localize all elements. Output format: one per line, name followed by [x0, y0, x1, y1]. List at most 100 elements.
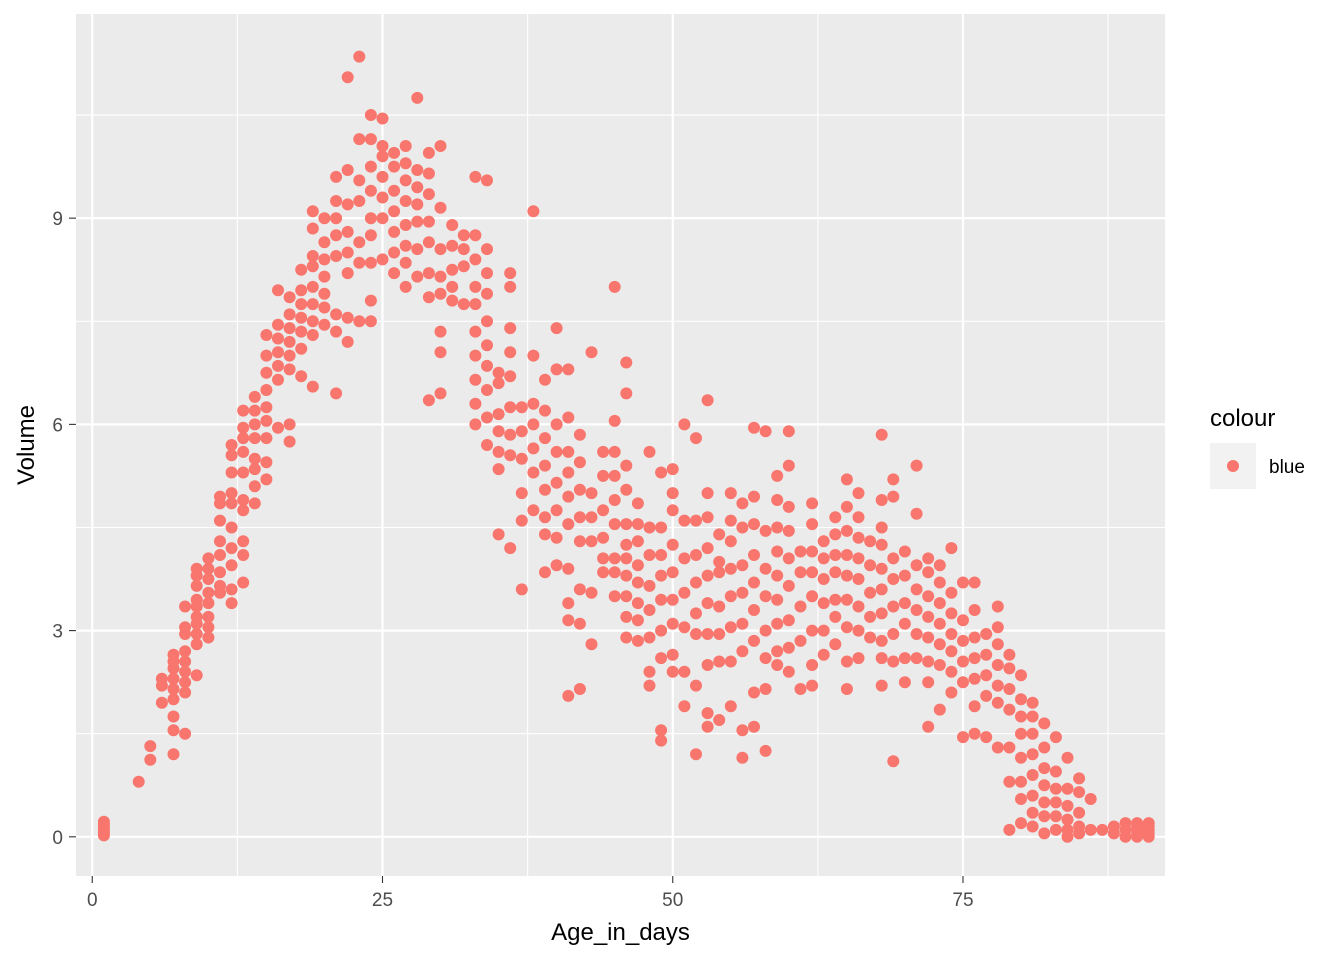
data-point: [411, 215, 424, 228]
data-point: [562, 445, 575, 458]
data-point: [573, 583, 586, 596]
data-point: [620, 552, 633, 565]
data-point: [562, 614, 575, 627]
data-point: [504, 267, 517, 280]
data-point: [806, 624, 819, 637]
data-point: [1073, 786, 1086, 799]
x-tick-label: 75: [952, 890, 973, 911]
data-point: [631, 535, 644, 548]
data-point: [248, 480, 261, 493]
data-point: [527, 397, 540, 410]
data-point: [631, 576, 644, 589]
data-point: [179, 600, 192, 613]
data-point: [190, 562, 203, 575]
data-point: [446, 280, 459, 293]
data-point: [782, 665, 795, 678]
data-point: [202, 586, 215, 599]
data-point: [481, 243, 493, 256]
data-point: [806, 679, 819, 692]
data-point: [225, 583, 238, 596]
data-point: [411, 243, 424, 256]
data-point: [237, 432, 250, 445]
data-point: [481, 315, 493, 328]
data-point: [713, 655, 726, 668]
data-point: [643, 549, 656, 561]
data-point: [353, 236, 366, 249]
data-point: [957, 634, 969, 647]
data-point: [782, 459, 795, 472]
data-point: [736, 559, 749, 572]
data-point: [1107, 820, 1120, 833]
data-point: [388, 205, 401, 218]
data-point: [806, 545, 819, 558]
data-point: [364, 315, 377, 328]
data-point: [481, 384, 493, 396]
data-point: [225, 466, 238, 479]
data-point: [655, 569, 668, 582]
data-point: [260, 384, 273, 396]
data-point: [573, 683, 586, 695]
data-point: [887, 473, 900, 486]
data-point: [910, 559, 923, 572]
data-point: [225, 597, 238, 610]
data-point: [748, 686, 760, 699]
data-point: [585, 586, 598, 599]
x-axis-title: Age_in_days: [551, 919, 690, 946]
data-point: [573, 483, 586, 496]
data-point: [608, 280, 621, 293]
data-point: [446, 294, 459, 307]
data-point: [422, 146, 435, 159]
data-point: [922, 631, 935, 644]
data-point: [214, 549, 226, 561]
data-point: [202, 573, 215, 585]
data-point: [829, 528, 842, 541]
data-point: [713, 600, 726, 613]
data-point: [1061, 751, 1074, 764]
data-point: [690, 549, 702, 561]
data-point: [806, 566, 819, 579]
data-point: [283, 291, 296, 304]
data-point: [97, 815, 110, 828]
data-point: [608, 590, 621, 603]
data-point: [283, 363, 296, 376]
data-points: [97, 50, 1155, 843]
data-point: [771, 494, 784, 506]
data-point: [678, 514, 691, 527]
data-point: [341, 311, 354, 324]
data-point: [376, 253, 389, 266]
data-point: [957, 576, 969, 589]
data-point: [167, 724, 180, 737]
data-point: [608, 518, 621, 531]
data-point: [1015, 693, 1027, 706]
data-point: [794, 566, 807, 579]
data-point: [179, 727, 192, 740]
data-point: [190, 610, 203, 623]
data-point: [411, 91, 424, 104]
data-point: [167, 693, 180, 706]
data-point: [1003, 823, 1016, 836]
data-point: [759, 524, 772, 537]
data-point: [190, 628, 203, 640]
data-point: [422, 215, 435, 228]
data-point: [887, 490, 900, 503]
data-point: [748, 576, 760, 589]
data-point: [179, 655, 192, 668]
data-point: [643, 445, 656, 458]
data-point: [713, 628, 726, 640]
data-point: [353, 133, 366, 146]
legend-key-dot: [1227, 460, 1239, 472]
data-point: [875, 428, 888, 441]
data-point: [690, 628, 702, 640]
data-point: [1026, 727, 1039, 740]
data-point: [283, 418, 296, 431]
data-point: [690, 514, 702, 527]
data-point: [237, 535, 250, 548]
data-point: [759, 562, 772, 575]
data-point: [922, 552, 935, 565]
data-point: [539, 432, 551, 445]
data-point: [945, 542, 958, 555]
data-point: [910, 583, 923, 596]
data-point: [504, 401, 517, 414]
